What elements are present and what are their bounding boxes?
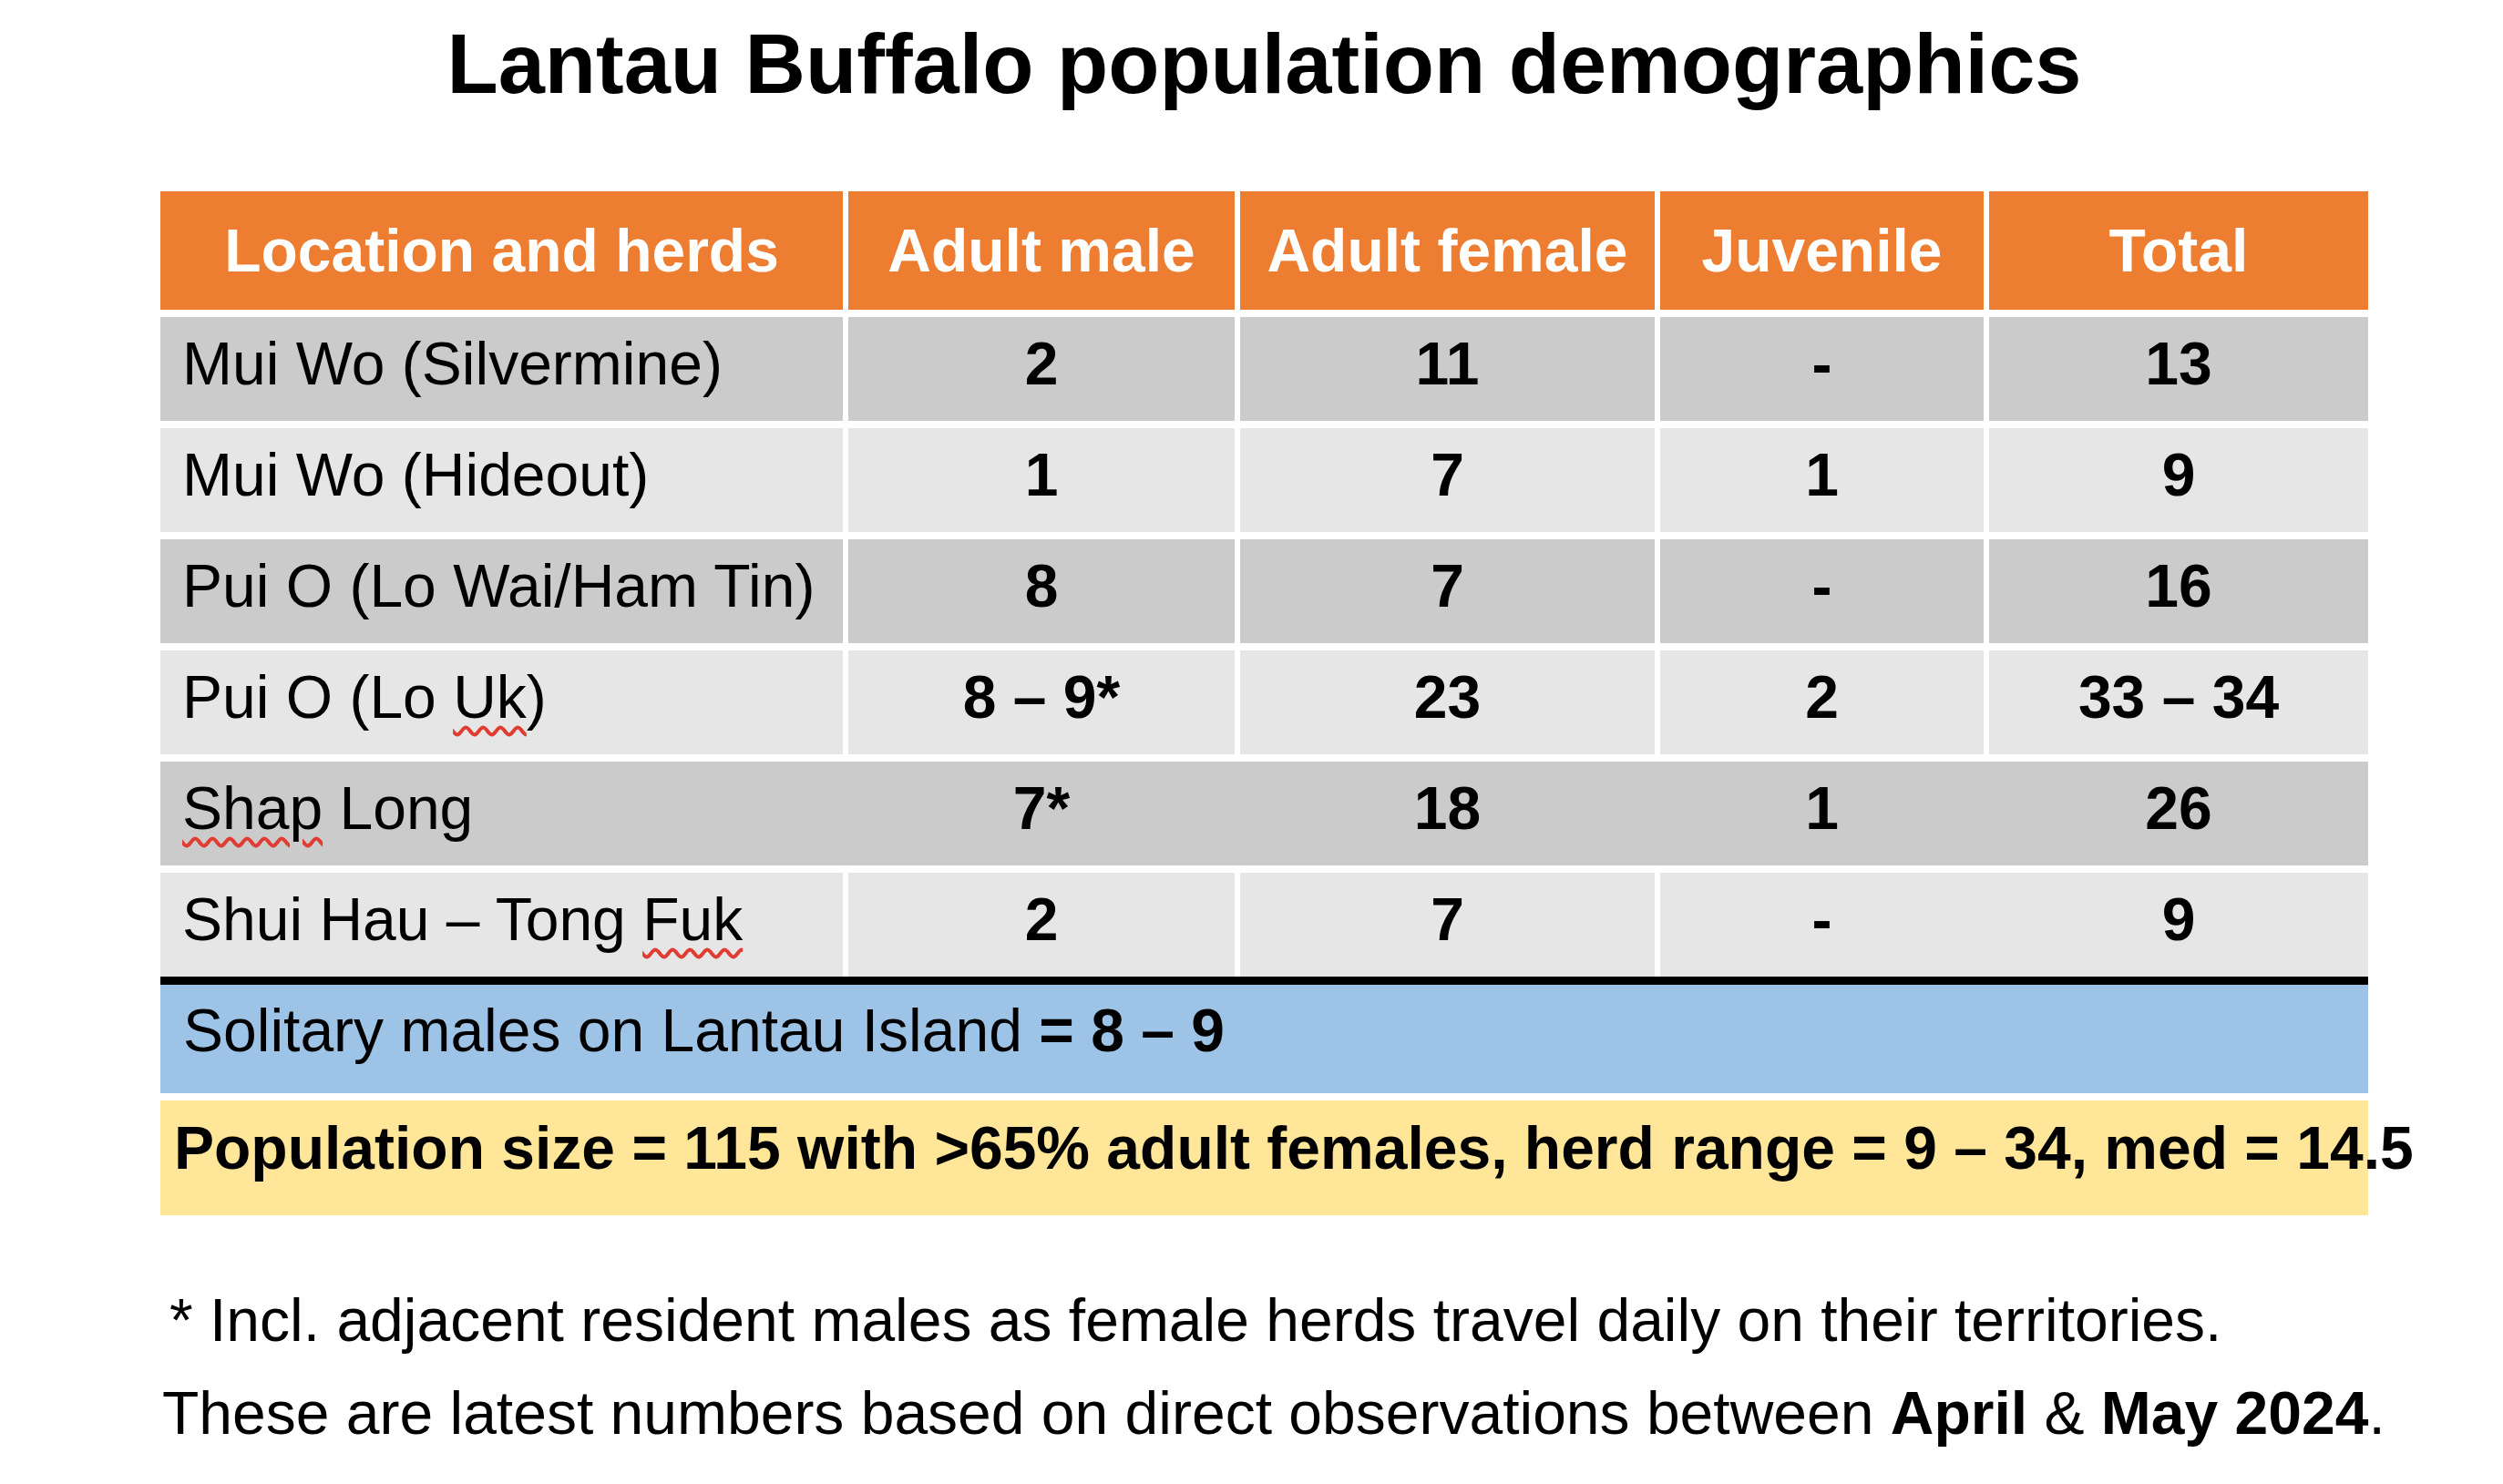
footnote-asterisk-note: * Incl. adjacent resident males as femal… bbox=[169, 1286, 2221, 1356]
adult-male-cell: 1 bbox=[848, 428, 1240, 532]
adult-male-cell: 2 bbox=[848, 317, 1240, 421]
location-cell: Pui O (Lo Uk) bbox=[160, 650, 848, 754]
thick-black-divider bbox=[160, 977, 2368, 985]
juvenile-cell: - bbox=[1660, 317, 1989, 421]
observation-note-ampersand: & bbox=[2027, 1379, 2101, 1447]
table-row-pui-o-lo-uk: Pui O (Lo Uk) 8 – 9* 23 2 33 – 34 bbox=[160, 650, 2368, 754]
solitary-males-row: Solitary males on Lantau Island = 8 – 9 bbox=[160, 985, 2368, 1093]
adult-female-cell: 7 bbox=[1240, 428, 1660, 532]
solitary-males-value: = 8 – 9 bbox=[1039, 997, 1225, 1064]
adult-female-cell: 18 bbox=[1240, 762, 1660, 865]
footnote-observation-note: These are latest numbers based on direct… bbox=[162, 1379, 2385, 1448]
column-header-location: Location and herds bbox=[160, 191, 848, 310]
juvenile-cell: - bbox=[1660, 539, 1989, 643]
column-header-adult-male: Adult male bbox=[848, 191, 1240, 310]
table-row-shui-hau-tong-fuk: Shui Hau – Tong Fuk 2 7 - 9 bbox=[160, 873, 2368, 977]
location-cell: Mui Wo (Silvermine) bbox=[160, 317, 848, 421]
adult-female-cell: 7 bbox=[1240, 873, 1660, 977]
location-text: ) bbox=[527, 663, 547, 731]
observation-note-text: These are latest numbers based on direct… bbox=[162, 1379, 1891, 1447]
adult-male-cell: 8 bbox=[848, 539, 1240, 643]
location-cell: Shap Long bbox=[160, 762, 848, 865]
adult-male-cell: 7* bbox=[848, 762, 1240, 865]
demographics-table: Location and herds Adult male Adult fema… bbox=[160, 191, 2368, 1215]
juvenile-cell: - bbox=[1660, 873, 1989, 977]
page-title: Lantau Buffalo population demographics bbox=[160, 16, 2368, 113]
total-cell: 26 bbox=[1989, 762, 2368, 865]
total-cell: 9 bbox=[1989, 428, 2368, 532]
table-row-mui-wo-hideout: Mui Wo (Hideout) 1 7 1 9 bbox=[160, 428, 2368, 532]
location-text: Mui Wo (Hideout) bbox=[182, 441, 649, 508]
adult-female-cell: 23 bbox=[1240, 650, 1660, 754]
population-summary-row: Population size = 115 with >65% adult fe… bbox=[160, 1100, 2368, 1215]
observation-note-april: April bbox=[1891, 1379, 2027, 1447]
juvenile-cell: 1 bbox=[1660, 428, 1989, 532]
total-cell: 13 bbox=[1989, 317, 2368, 421]
location-text: Pui O (Lo Wai/Ham Tin) bbox=[182, 552, 815, 619]
observation-note-may: May 2024 bbox=[2101, 1379, 2369, 1447]
total-cell: 9 bbox=[1989, 873, 2368, 977]
observation-note-period: . bbox=[2368, 1379, 2385, 1447]
location-text: Mui Wo (Silvermine) bbox=[182, 330, 723, 397]
adult-male-cell: 2 bbox=[848, 873, 1240, 977]
location-cell: Mui Wo (Hideout) bbox=[160, 428, 848, 532]
location-text: Long bbox=[323, 774, 473, 842]
juvenile-cell: 2 bbox=[1660, 650, 1989, 754]
adult-female-cell: 7 bbox=[1240, 539, 1660, 643]
location-cell: Pui O (Lo Wai/Ham Tin) bbox=[160, 539, 848, 643]
table-row-pui-o-lo-wai-ham-tin: Pui O (Lo Wai/Ham Tin) 8 7 - 16 bbox=[160, 539, 2368, 643]
location-text-misspelled: Fuk bbox=[642, 885, 743, 953]
table-row-shap-long: Shap Long 7* 18 1 26 bbox=[160, 762, 2368, 865]
location-cell: Shui Hau – Tong Fuk bbox=[160, 873, 848, 977]
column-header-juvenile: Juvenile bbox=[1660, 191, 1989, 310]
column-header-adult-female: Adult female bbox=[1240, 191, 1660, 310]
juvenile-cell: 1 bbox=[1660, 762, 1989, 865]
solitary-males-label: Solitary males on Lantau Island bbox=[183, 997, 1022, 1064]
location-text: Shui Hau – Tong bbox=[182, 885, 642, 953]
total-cell: 33 – 34 bbox=[1989, 650, 2368, 754]
total-cell: 16 bbox=[1989, 539, 2368, 643]
adult-male-cell: 8 – 9* bbox=[848, 650, 1240, 754]
table-header-row: Location and herds Adult male Adult fema… bbox=[160, 191, 2368, 310]
location-text: Pui O (Lo bbox=[182, 663, 453, 731]
location-text-misspelled: Uk bbox=[453, 663, 527, 731]
location-text-misspelled: Shap bbox=[182, 774, 323, 842]
column-header-total: Total bbox=[1989, 191, 2368, 310]
adult-female-cell: 11 bbox=[1240, 317, 1660, 421]
table-row-mui-wo-silvermine: Mui Wo (Silvermine) 2 11 - 13 bbox=[160, 317, 2368, 421]
